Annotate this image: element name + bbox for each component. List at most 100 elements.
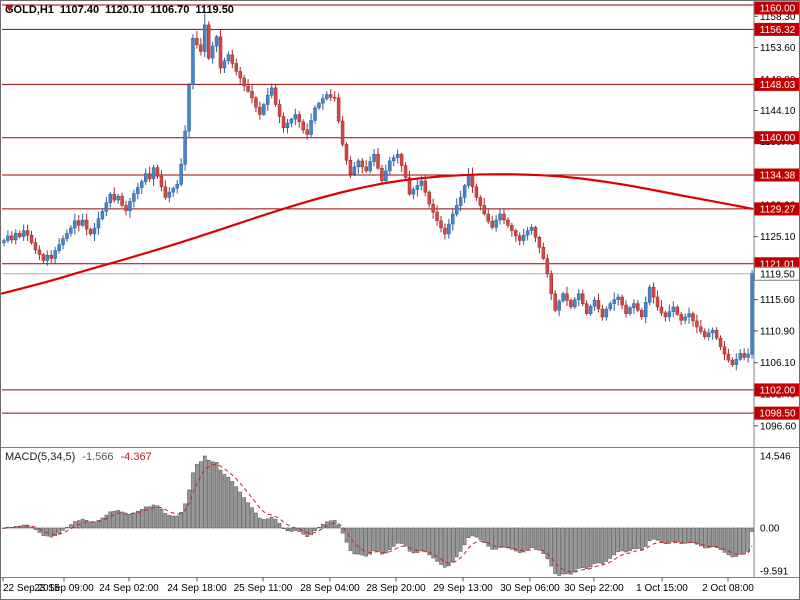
candle-body: [210, 45, 215, 59]
macd-histogram-bar: [234, 486, 239, 529]
macd-histogram-bar: [309, 527, 313, 536]
candle-body: [655, 296, 660, 308]
macd-histogram-bar: [486, 527, 491, 547]
macd-histogram-bar: [313, 527, 317, 532]
macd-histogram-bar: [57, 527, 61, 534]
candle-body: [419, 180, 424, 186]
candle-body: [250, 91, 254, 99]
candle-body: [53, 250, 57, 259]
candle-body: [336, 97, 341, 122]
macd-histogram-bar: [636, 527, 640, 549]
macd-histogram-bar: [128, 513, 132, 529]
macd-histogram-bar: [608, 527, 613, 559]
macd-histogram-bar: [222, 474, 227, 529]
candle-body: [344, 144, 349, 161]
macd-histogram-bar: [254, 512, 258, 529]
level-price-label-box: [754, 168, 799, 182]
candle-body: [691, 313, 695, 322]
time-tick-label: 29 Sep 13:00: [433, 583, 493, 594]
macd-histogram-bar: [592, 527, 597, 564]
macd-histogram-bar: [706, 527, 711, 549]
candle-body: [474, 186, 479, 198]
moving-average-line[interactable]: [1, 173, 754, 295]
macd-histogram-bar: [29, 526, 34, 529]
macd-histogram-bar: [553, 527, 557, 575]
macd-histogram-bar: [714, 527, 719, 548]
candle-body: [612, 299, 616, 304]
macd-histogram-bar: [120, 511, 124, 529]
time-tick-label: 22 Sep 2015: [3, 583, 60, 594]
candle-body: [431, 203, 435, 213]
price-axis[interactable]: [754, 1, 800, 578]
candle-body: [462, 185, 467, 198]
macd-histogram-bar: [584, 527, 589, 569]
candle-body: [222, 60, 227, 69]
macd-histogram-bar: [246, 502, 250, 529]
candle-body: [187, 84, 191, 132]
macd-histogram-bar: [691, 527, 695, 543]
macd-histogram-bar: [549, 527, 554, 567]
candle-body: [132, 193, 136, 202]
candle-body: [25, 230, 30, 236]
macd-histogram-bar: [545, 527, 550, 560]
macd-histogram-bar: [388, 527, 392, 551]
macd-histogram-bar: [620, 527, 624, 552]
candle-body: [588, 306, 593, 314]
candle-body: [608, 303, 613, 310]
level-price-label-box: [754, 77, 799, 91]
candle-body: [541, 246, 546, 259]
candle-body: [163, 186, 168, 198]
macd-signal-line: [3, 463, 753, 573]
macd-histogram-bar: [73, 521, 77, 529]
level-price-label-box: [754, 1, 799, 15]
macd-histogram-bar: [336, 524, 341, 529]
candle-body: [443, 227, 447, 235]
macd-histogram-bar: [136, 510, 140, 529]
candle-body: [69, 227, 73, 234]
macd-histogram-bar: [368, 527, 372, 555]
macd-histogram-bar: [143, 506, 148, 529]
candle-body: [399, 154, 404, 166]
candle-body: [710, 329, 715, 334]
candle-body: [671, 306, 676, 312]
candle-body: [557, 300, 561, 311]
candle-body: [167, 191, 172, 198]
candle-body: [517, 235, 522, 241]
macd-histogram-bar: [639, 527, 644, 550]
candle-body: [604, 308, 609, 318]
time-axis[interactable]: [1, 578, 754, 600]
candle-body: [297, 114, 302, 123]
macd-histogram-bar: [675, 527, 680, 543]
candle-body: [388, 160, 392, 172]
macd-histogram-bar: [202, 455, 207, 529]
candle-body: [368, 161, 372, 172]
candle-body: [372, 154, 376, 162]
time-tick-label: 24 Sep 18:00: [167, 583, 227, 594]
candle-body: [703, 331, 707, 338]
macd-histogram-bar: [364, 527, 368, 557]
candle-body: [592, 300, 597, 307]
macd-histogram-bar: [356, 527, 361, 555]
macd-histogram-bar: [415, 527, 420, 553]
macd-panel[interactable]: [1, 449, 754, 577]
candle-body: [258, 106, 262, 115]
candle-body: [88, 229, 93, 235]
chart-plot-area[interactable]: [1, 1, 754, 447]
candle-body: [120, 195, 124, 206]
macd-histogram-bar: [462, 527, 467, 546]
candle-body: [490, 221, 494, 228]
candle-body: [411, 189, 416, 195]
candle-body: [647, 286, 652, 303]
macd-histogram-bar: [285, 527, 290, 532]
candle-body: [332, 96, 337, 99]
level-price-label: 1160.00: [760, 4, 796, 15]
macd-histogram-bar: [33, 527, 38, 530]
macd-histogram-bar: [269, 516, 274, 529]
macd-histogram-bar: [490, 527, 494, 550]
macd-histogram-bar: [163, 513, 168, 529]
candle-body: [545, 258, 550, 275]
time-tick-label: 30 Sep 06:00: [500, 583, 560, 594]
candle-body: [65, 233, 69, 239]
